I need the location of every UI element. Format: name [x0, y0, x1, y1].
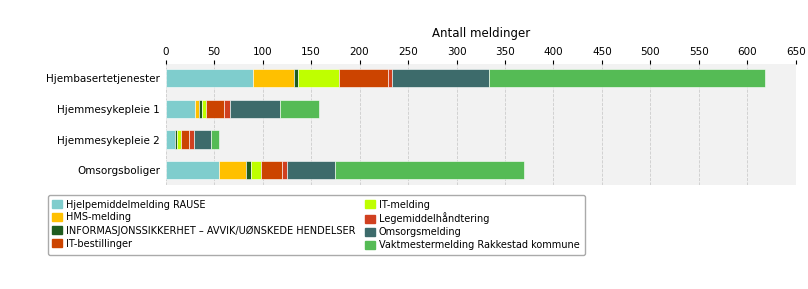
Bar — [189, 130, 194, 149]
Bar — [246, 161, 251, 179]
Bar — [298, 69, 339, 88]
Bar — [166, 161, 219, 179]
Bar — [261, 161, 282, 179]
Bar — [251, 161, 261, 179]
Bar — [392, 69, 489, 88]
Bar — [177, 130, 181, 149]
Bar — [201, 100, 206, 118]
Bar — [199, 100, 201, 118]
Bar — [175, 130, 177, 149]
Bar — [339, 69, 388, 88]
Bar — [224, 100, 229, 118]
Bar — [194, 130, 211, 149]
Bar — [280, 100, 319, 118]
Bar — [253, 69, 293, 88]
Bar — [229, 100, 280, 118]
Bar — [211, 130, 219, 149]
Bar — [335, 161, 524, 179]
Bar — [166, 69, 253, 88]
Bar — [195, 100, 199, 118]
Bar — [219, 161, 246, 179]
Bar — [206, 100, 224, 118]
X-axis label: Antall meldinger: Antall meldinger — [431, 27, 530, 40]
Bar — [166, 100, 195, 118]
Bar — [287, 161, 335, 179]
Legend: Hjelpemiddelmelding RAUSE, HMS-melding, INFORMASJONSSIKKERHET – AVVIK/UØNSKEDE H: Hjelpemiddelmelding RAUSE, HMS-melding, … — [48, 195, 584, 255]
Bar — [489, 69, 765, 88]
Bar — [388, 69, 392, 88]
Bar — [181, 130, 189, 149]
Bar — [282, 161, 287, 179]
Bar — [293, 69, 298, 88]
Bar — [166, 130, 175, 149]
